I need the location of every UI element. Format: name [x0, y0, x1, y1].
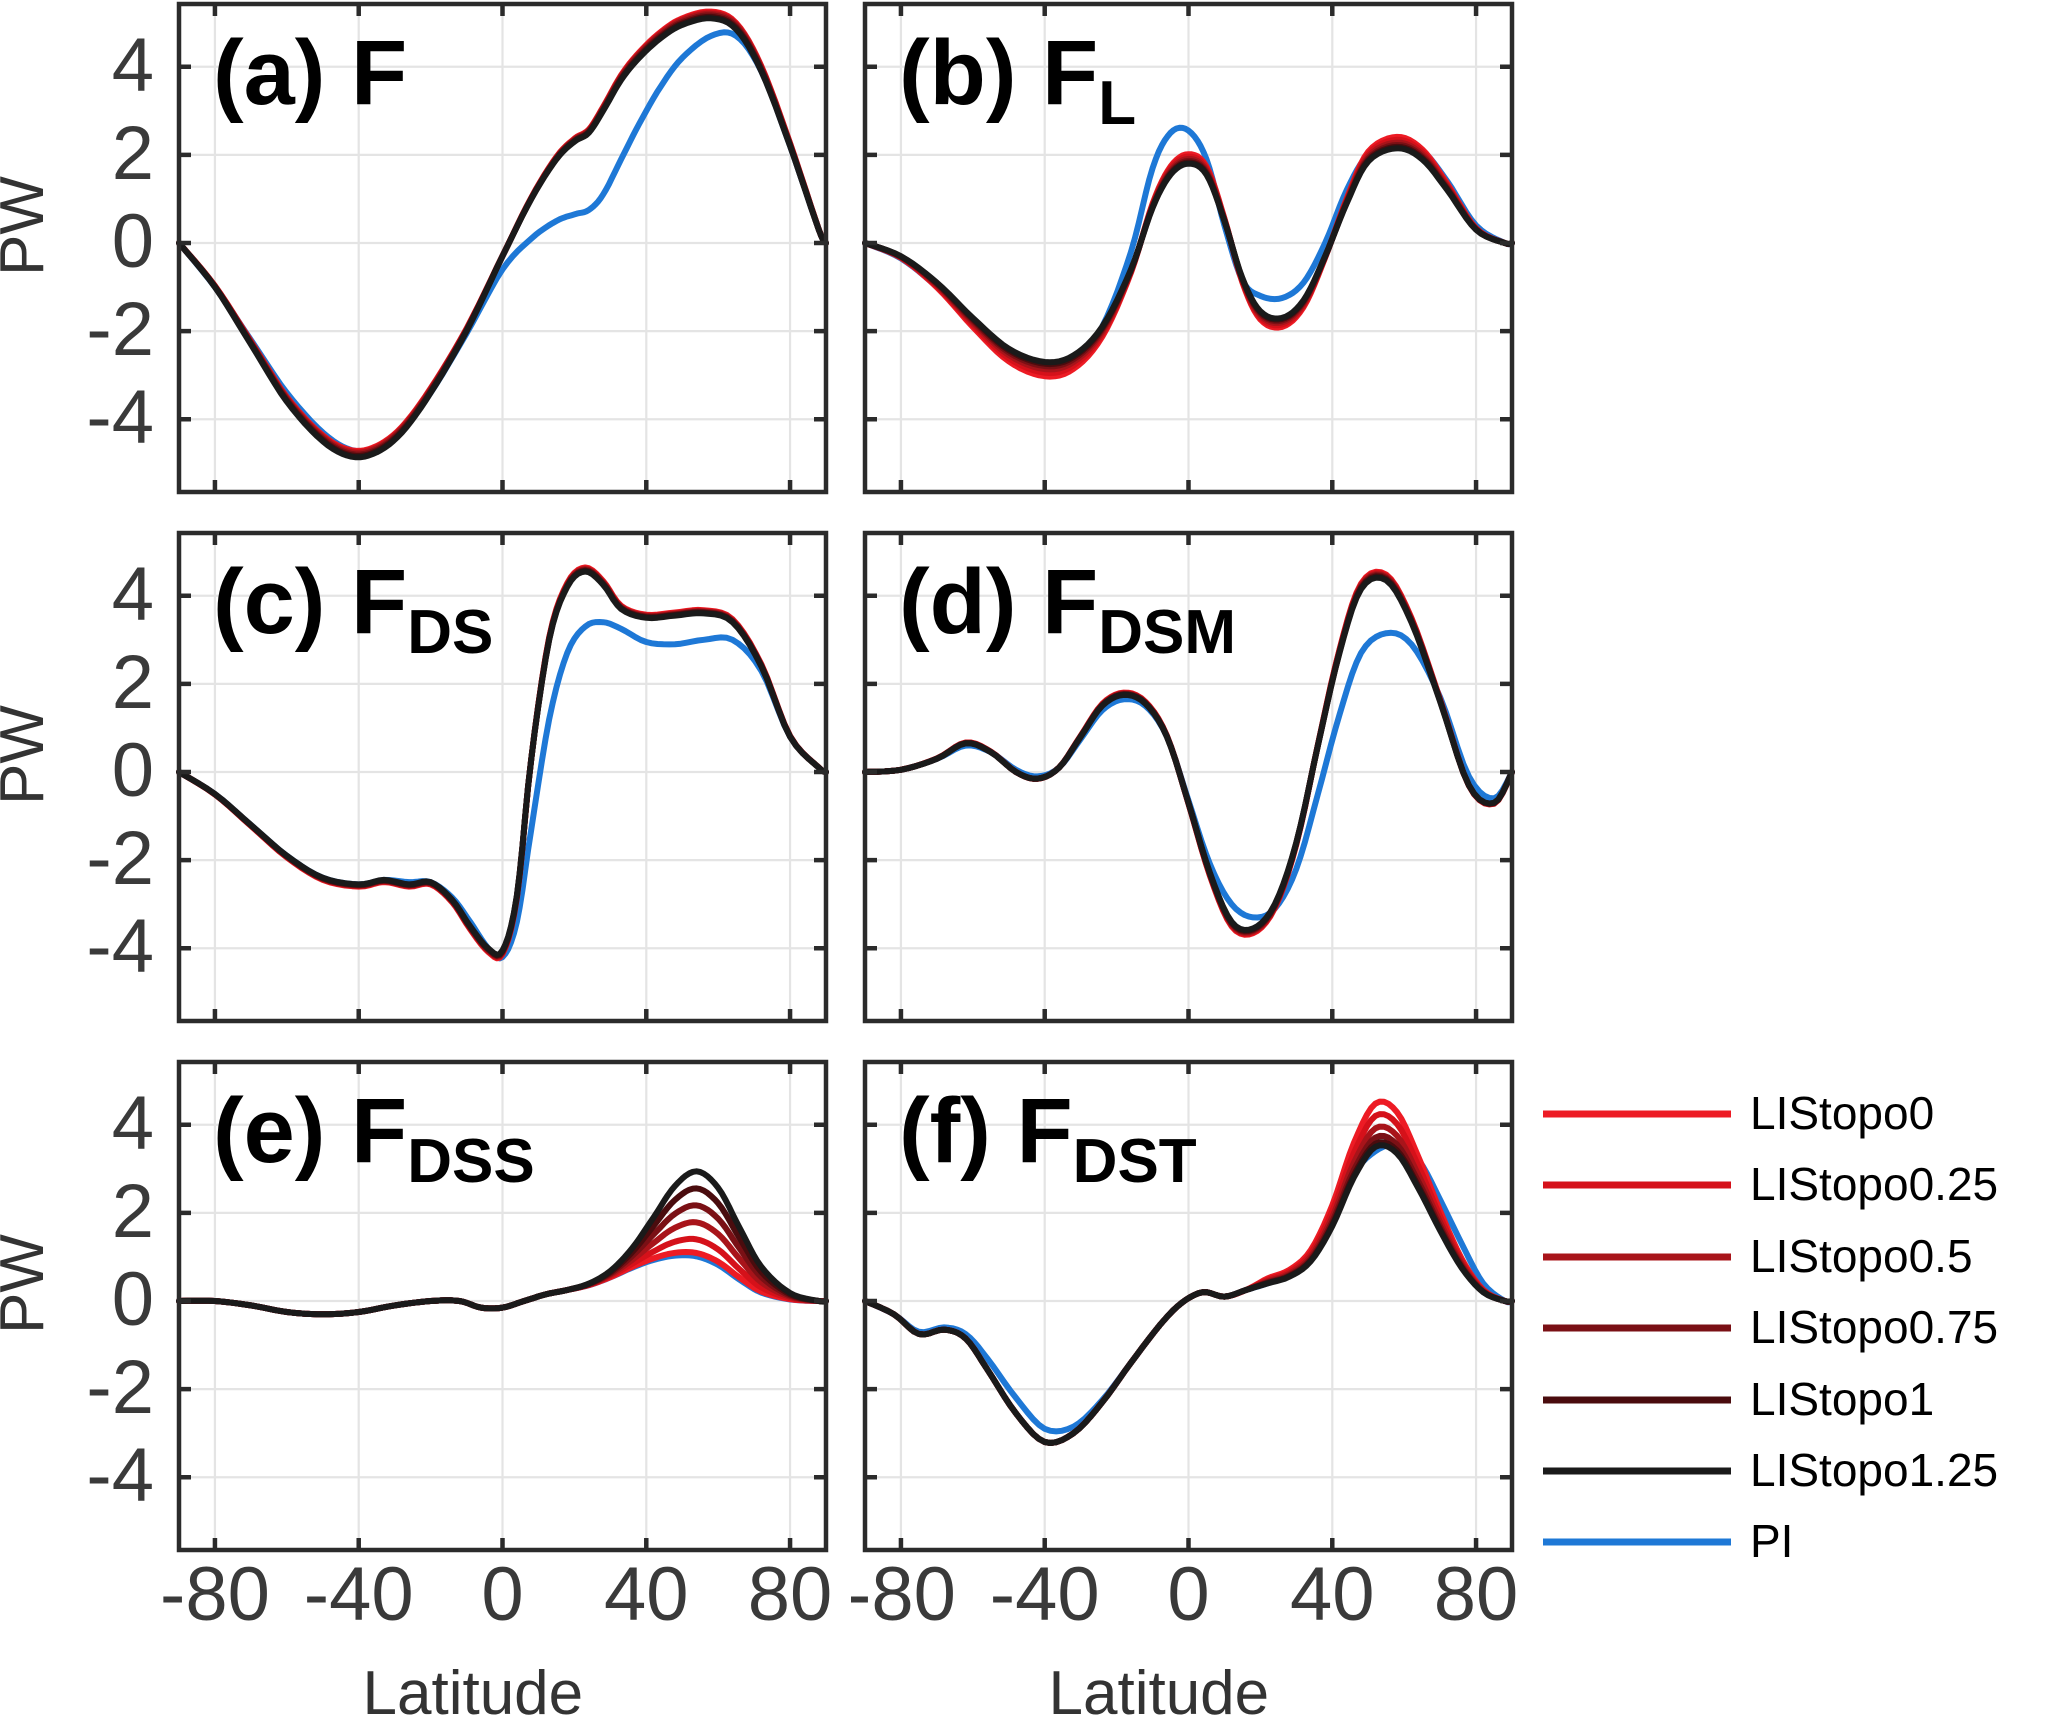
svg-text:0: 0 — [112, 199, 154, 284]
svg-text:80: 80 — [748, 1552, 833, 1637]
svg-text:4: 4 — [112, 1081, 154, 1166]
svg-text:-2: -2 — [86, 816, 154, 901]
svg-text:-2: -2 — [86, 1345, 154, 1430]
svg-text:0: 0 — [481, 1552, 523, 1637]
svg-text:-40: -40 — [304, 1552, 414, 1637]
svg-text:-80: -80 — [160, 1552, 270, 1637]
svg-text:-80: -80 — [851, 1552, 956, 1637]
svg-text:-2: -2 — [86, 287, 154, 372]
svg-text:-4: -4 — [86, 1433, 154, 1518]
svg-text:0: 0 — [1167, 1552, 1209, 1637]
svg-text:4: 4 — [112, 23, 154, 108]
svg-text:-40: -40 — [990, 1552, 1100, 1637]
svg-text:(a) F: (a) F — [213, 22, 407, 124]
svg-text:-4: -4 — [86, 375, 154, 460]
svg-text:4: 4 — [112, 552, 154, 637]
svg-text:0: 0 — [112, 728, 154, 813]
svg-text:80: 80 — [1434, 1552, 1519, 1637]
svg-text:40: 40 — [1290, 1552, 1375, 1637]
svg-text:-4: -4 — [86, 904, 154, 989]
svg-text:40: 40 — [604, 1552, 689, 1637]
svg-text:2: 2 — [112, 640, 154, 725]
svg-text:2: 2 — [112, 1169, 154, 1254]
svg-text:2: 2 — [112, 111, 154, 196]
svg-text:0: 0 — [112, 1257, 154, 1342]
